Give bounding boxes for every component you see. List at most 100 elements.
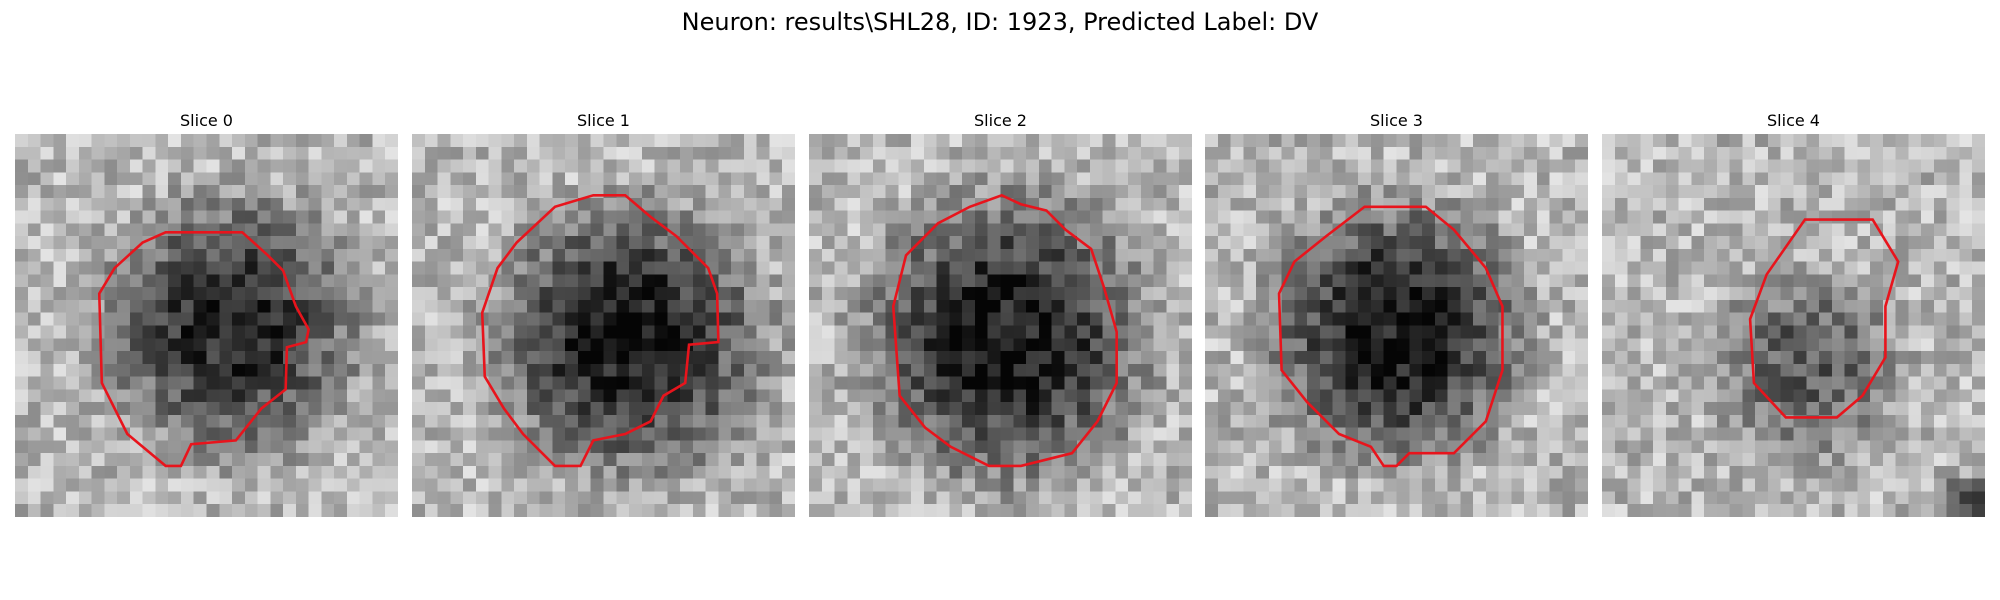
pixel bbox=[718, 223, 732, 237]
pixel bbox=[1716, 248, 1730, 262]
pixel bbox=[1000, 210, 1014, 224]
pixel bbox=[308, 172, 322, 186]
pixel bbox=[847, 465, 861, 479]
pixel bbox=[359, 453, 373, 467]
pixel bbox=[847, 491, 861, 505]
pixel bbox=[1358, 351, 1372, 365]
pixel bbox=[911, 504, 925, 517]
pixel bbox=[1602, 172, 1616, 186]
pixel bbox=[1358, 210, 1372, 224]
pixel bbox=[705, 197, 719, 211]
pixel bbox=[180, 312, 194, 326]
pixel bbox=[424, 325, 438, 339]
pixel bbox=[1153, 325, 1167, 339]
pixel bbox=[1153, 376, 1167, 390]
pixel bbox=[514, 389, 528, 403]
pixel bbox=[1870, 427, 1884, 441]
pixel bbox=[463, 453, 477, 467]
pixel bbox=[1128, 402, 1142, 416]
pixel bbox=[1627, 389, 1641, 403]
pixel bbox=[244, 274, 258, 288]
pixel bbox=[475, 453, 489, 467]
pixel bbox=[180, 299, 194, 313]
pixel bbox=[359, 159, 373, 173]
pixel bbox=[1575, 414, 1588, 428]
pixel bbox=[104, 312, 118, 326]
pixel bbox=[1716, 376, 1730, 390]
pixel bbox=[1691, 210, 1705, 224]
pixel bbox=[911, 274, 925, 288]
pixel bbox=[219, 453, 233, 467]
pixel bbox=[1307, 146, 1321, 160]
pixel bbox=[1256, 210, 1270, 224]
pixel bbox=[654, 185, 668, 199]
pixel bbox=[346, 453, 360, 467]
pixel bbox=[1153, 146, 1167, 160]
pixel bbox=[590, 210, 604, 224]
pixel bbox=[1755, 197, 1769, 211]
pixel bbox=[359, 427, 373, 441]
pixel bbox=[372, 338, 386, 352]
pixel bbox=[872, 440, 886, 454]
pixel bbox=[1013, 223, 1027, 237]
pixel bbox=[142, 197, 156, 211]
pixel bbox=[66, 351, 80, 365]
pixel bbox=[821, 236, 835, 250]
pixel bbox=[1153, 236, 1167, 250]
pixel bbox=[731, 185, 745, 199]
pixel bbox=[372, 478, 386, 492]
pixel bbox=[1704, 427, 1718, 441]
pixel bbox=[206, 389, 220, 403]
pixel bbox=[1691, 299, 1705, 313]
pixel bbox=[1640, 376, 1654, 390]
pixel bbox=[756, 427, 770, 441]
pixel bbox=[1959, 402, 1973, 416]
pixel bbox=[1575, 351, 1588, 365]
pixel bbox=[885, 134, 899, 148]
pixel bbox=[1908, 210, 1922, 224]
pixel bbox=[1780, 363, 1794, 377]
pixel bbox=[936, 146, 950, 160]
pixel bbox=[898, 440, 912, 454]
pixel bbox=[782, 248, 795, 262]
pixel bbox=[450, 389, 464, 403]
pixel bbox=[129, 312, 143, 326]
pixel bbox=[1345, 504, 1359, 517]
pixel bbox=[193, 402, 207, 416]
pixel bbox=[1844, 478, 1858, 492]
pixel bbox=[885, 504, 899, 517]
pixel bbox=[692, 197, 706, 211]
pixel bbox=[629, 414, 643, 428]
pixel bbox=[1332, 159, 1346, 173]
pixel bbox=[552, 223, 566, 237]
pixel bbox=[206, 453, 220, 467]
pixel bbox=[1038, 504, 1052, 517]
pixel bbox=[1051, 351, 1065, 365]
pixel bbox=[1959, 389, 1973, 403]
pixel bbox=[962, 287, 976, 301]
pixel bbox=[1895, 453, 1909, 467]
pixel bbox=[834, 491, 848, 505]
pixel bbox=[117, 274, 131, 288]
pixel bbox=[27, 504, 41, 517]
pixel bbox=[1013, 453, 1027, 467]
pixel bbox=[1933, 376, 1947, 390]
pixel bbox=[1370, 325, 1384, 339]
pixel bbox=[1767, 159, 1781, 173]
pixel bbox=[1409, 338, 1423, 352]
pixel bbox=[872, 312, 886, 326]
pixel bbox=[809, 453, 823, 467]
pixel bbox=[1396, 261, 1410, 275]
pixel bbox=[1383, 414, 1397, 428]
pixel bbox=[450, 440, 464, 454]
pixel bbox=[1409, 312, 1423, 326]
pixel bbox=[552, 376, 566, 390]
pixel bbox=[129, 274, 143, 288]
pixel bbox=[629, 185, 643, 199]
pixel bbox=[1755, 478, 1769, 492]
pixel bbox=[872, 210, 886, 224]
pixel bbox=[936, 223, 950, 237]
pixel bbox=[1281, 159, 1295, 173]
pixel bbox=[680, 299, 694, 313]
pixel bbox=[821, 312, 835, 326]
